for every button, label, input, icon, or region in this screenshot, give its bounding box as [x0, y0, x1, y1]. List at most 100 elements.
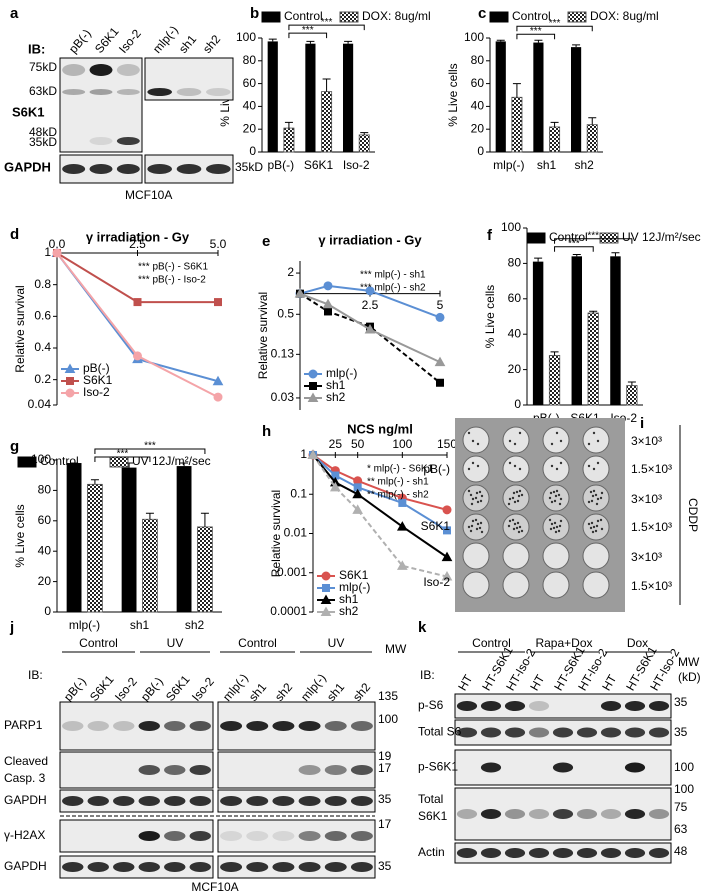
- error-bar: [322, 78, 331, 92]
- well: [582, 571, 610, 599]
- y-tick-label: 0.0001: [270, 604, 307, 618]
- marker: [307, 449, 319, 459]
- colony: [587, 500, 591, 504]
- colony: [508, 519, 512, 523]
- y-axis-label: % Live cells: [13, 504, 27, 567]
- legend-label: sh2: [326, 390, 346, 404]
- lane-label: S6K1: [163, 672, 193, 704]
- band: [62, 721, 84, 731]
- band: [648, 809, 670, 819]
- colony: [596, 497, 600, 501]
- error-bar: [200, 512, 209, 527]
- marker: [307, 392, 319, 402]
- colony: [550, 442, 554, 446]
- x-tick-label: sh2: [574, 158, 594, 172]
- panel-letter: c: [478, 5, 486, 22]
- band: [552, 727, 574, 738]
- band: [272, 796, 295, 806]
- significance-label: ***: [568, 238, 580, 249]
- colony: [599, 518, 603, 522]
- y-tick-label: 20: [243, 121, 257, 135]
- band: [624, 701, 646, 711]
- lane-label: mlp(-): [298, 671, 329, 704]
- legend-label: S6K1: [339, 568, 369, 582]
- band: [116, 164, 140, 174]
- band: [552, 848, 574, 858]
- band: [504, 727, 526, 738]
- colony: [474, 518, 478, 522]
- well: [542, 571, 570, 599]
- colony: [508, 439, 512, 443]
- lane-label: HT: [599, 672, 619, 693]
- colony: [558, 524, 562, 528]
- band: [528, 701, 550, 711]
- density-label: 3×10³: [631, 434, 662, 448]
- marker: [441, 571, 453, 581]
- band: [600, 701, 622, 711]
- colony: [517, 530, 521, 534]
- band: [350, 765, 373, 775]
- error-bar: [627, 381, 636, 386]
- mw-marker: 48: [674, 844, 688, 858]
- legend-label: Iso-2: [83, 385, 110, 399]
- band: [324, 862, 347, 872]
- significance-label: ***: [302, 25, 314, 36]
- band: [528, 848, 550, 858]
- row-label: Actin: [418, 845, 445, 859]
- band: [576, 848, 598, 858]
- colony: [515, 490, 519, 494]
- colony: [555, 489, 559, 493]
- density-label: 1.5×10³: [631, 579, 672, 593]
- y-tick-label: 80: [471, 53, 485, 67]
- band: [189, 831, 211, 841]
- band: [324, 796, 347, 806]
- series-line: [299, 292, 441, 364]
- blot: [59, 751, 214, 789]
- mw-marker: 35: [674, 725, 688, 739]
- y-tick-label: 80: [508, 256, 522, 270]
- y-tick-label: 2: [287, 265, 294, 279]
- band: [552, 809, 574, 819]
- colony: [469, 493, 473, 497]
- legend-label: mlp(-): [339, 580, 370, 594]
- bar: [305, 43, 316, 153]
- y-tick-label: 0.1: [290, 486, 307, 500]
- marker: [308, 369, 318, 379]
- error-bar: [496, 39, 505, 42]
- well: [542, 542, 570, 570]
- bar: [548, 355, 561, 406]
- x-tick-label: sh1: [130, 618, 150, 632]
- colony: [596, 519, 600, 523]
- marker: [214, 298, 222, 307]
- band: [298, 796, 321, 806]
- blot: [59, 855, 214, 879]
- marker: [213, 392, 223, 402]
- lane-label: mlp(-): [220, 671, 251, 704]
- blot: [217, 789, 376, 813]
- group-label: Dox: [627, 636, 648, 650]
- blot: [217, 751, 376, 789]
- lane-label: S6K1: [87, 672, 117, 704]
- band: [456, 848, 478, 858]
- colony: [549, 491, 553, 495]
- band: [600, 809, 622, 819]
- band: [648, 701, 670, 711]
- y-tick-label: 40: [243, 99, 257, 113]
- error-bar: [589, 310, 598, 313]
- band: [164, 796, 186, 806]
- x-axis-label: γ irradiation - Gy: [318, 232, 422, 247]
- x-tick-label: 25: [329, 437, 343, 451]
- legend-label: mlp(-): [326, 366, 357, 380]
- marker: [309, 382, 317, 390]
- x-tick-label: pB(-): [267, 158, 294, 172]
- y-tick-label: 60: [471, 76, 485, 90]
- mw-marker: 17: [378, 761, 392, 775]
- row-label: Cleaved: [4, 754, 48, 768]
- ib-label: IB:: [420, 668, 435, 682]
- row-label: PARP1: [4, 718, 43, 732]
- colony: [476, 464, 480, 468]
- colony: [476, 442, 480, 446]
- error-bar: [180, 462, 189, 467]
- mw-marker: 135: [378, 689, 398, 703]
- colony: [595, 502, 599, 506]
